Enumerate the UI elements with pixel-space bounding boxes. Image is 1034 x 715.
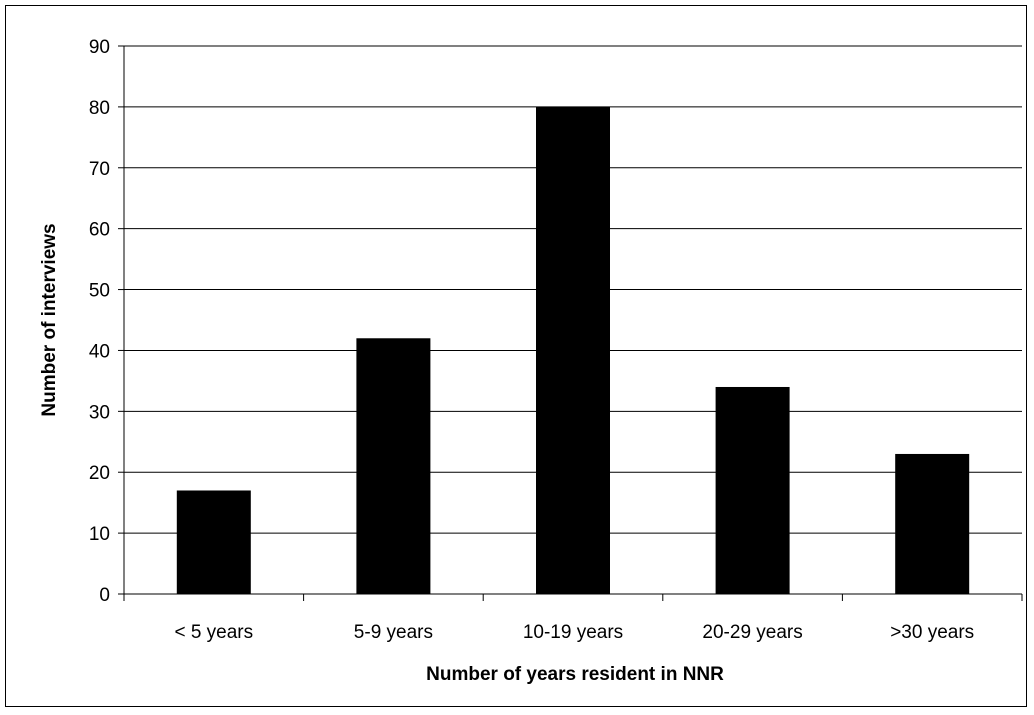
x-tick-label: 5-9 years [354,622,433,643]
y-axis-title: Number of interviews [39,223,60,416]
y-tick-label: 10 [89,524,110,545]
bar [895,453,970,594]
x-tick-label: 20-29 years [702,622,802,643]
bar [536,106,610,594]
bar [176,490,251,594]
y-tick-label: 60 [89,220,110,241]
bars [176,106,970,594]
y-tick-label: 30 [89,402,110,423]
chart-frame [5,5,1027,707]
axes [118,45,1023,601]
x-tick-label: >30 years [890,622,974,643]
y-tick-label: 90 [89,37,110,58]
bar [715,386,790,594]
x-tick-label: < 5 years [174,622,253,643]
y-tick-labels: 0 10 20 30 40 50 60 70 80 90 [89,37,110,606]
x-tick-labels: < 5 years 5-9 years 10-19 years 20-29 years… [174,622,974,643]
y-tick-label: 80 [89,98,110,119]
y-tick-label: 50 [89,281,110,302]
bar [356,338,431,594]
x-tick-label: 10-19 years [523,622,623,643]
y-tick-label: 70 [89,159,110,180]
y-tick-label: 20 [89,463,110,484]
y-tick-label: 0 [99,585,110,606]
y-tick-label: 40 [89,341,110,362]
x-axis-title: Number of years resident in NNR [426,664,724,685]
